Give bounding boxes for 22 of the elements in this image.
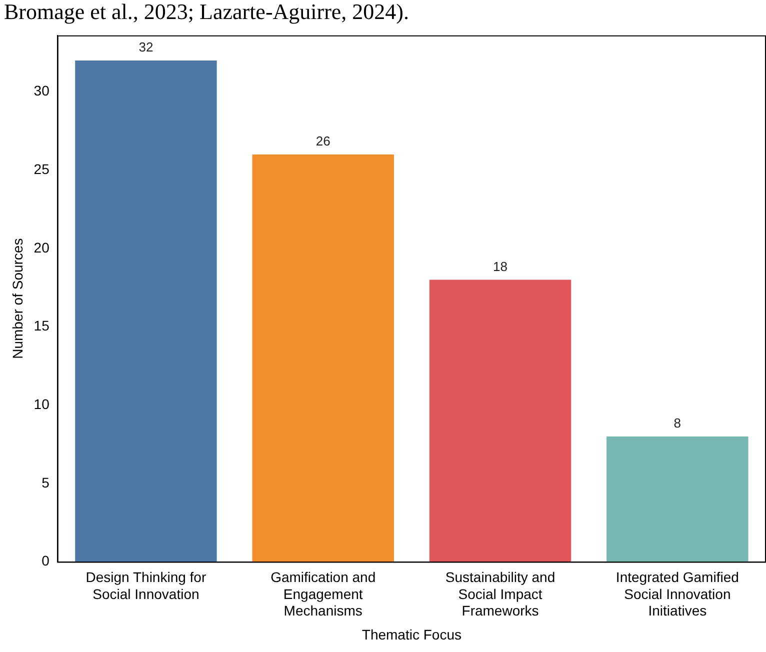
data-label: 18 bbox=[493, 258, 508, 274]
x-axis-title: Thematic Focus bbox=[362, 626, 462, 642]
bar bbox=[429, 280, 572, 562]
y-tick-label: 20 bbox=[34, 239, 50, 256]
y-tick-label: 30 bbox=[34, 82, 50, 99]
bar bbox=[252, 154, 394, 562]
x-tick-label: Sustainability and Social Impact Frameworks bbox=[445, 569, 556, 619]
data-label: 26 bbox=[316, 134, 330, 149]
data-label: 32 bbox=[138, 40, 154, 55]
x-tick-label: Gamification and Engagement Mechanisms bbox=[270, 569, 376, 619]
x-tick-label: Design Thinking for Social Innovation bbox=[86, 569, 206, 602]
y-tick-label: 0 bbox=[42, 552, 50, 569]
y-tick-label: 15 bbox=[34, 318, 50, 334]
x-tick-label: Integrated Gamified Social Innovation Initiatives bbox=[616, 569, 739, 619]
y-tick-label: 25 bbox=[34, 160, 50, 177]
data-label: 8 bbox=[674, 416, 682, 431]
y-tick-label: 5 bbox=[42, 474, 50, 490]
bar bbox=[606, 436, 748, 562]
bar bbox=[75, 60, 217, 562]
y-axis-title: Number of Sources bbox=[9, 238, 26, 359]
y-tick-label: 10 bbox=[34, 396, 50, 412]
text: Bromage et al., 2023; Lazarte-Aguirre, 2024). bbox=[3, 0, 410, 24]
